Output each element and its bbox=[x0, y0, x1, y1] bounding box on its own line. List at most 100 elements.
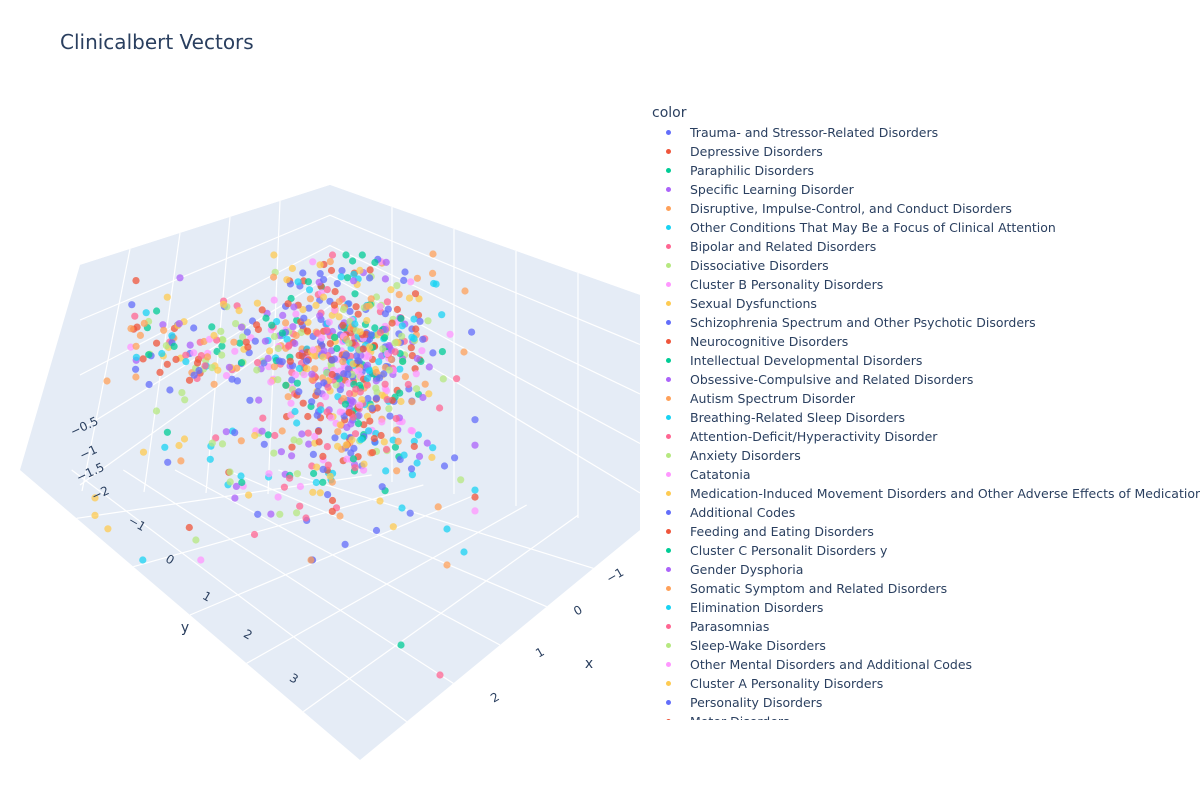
data-point[interactable] bbox=[314, 388, 322, 396]
data-point[interactable] bbox=[290, 303, 298, 311]
data-point[interactable] bbox=[233, 364, 241, 372]
data-point[interactable] bbox=[326, 340, 334, 348]
data-point[interactable] bbox=[208, 439, 216, 447]
legend-item[interactable]: Feeding and Eating Disorders bbox=[652, 522, 1200, 541]
data-point[interactable] bbox=[407, 426, 415, 435]
data-point[interactable] bbox=[328, 496, 337, 505]
data-point[interactable] bbox=[302, 514, 310, 522]
data-point[interactable] bbox=[280, 483, 288, 491]
data-point[interactable] bbox=[287, 294, 295, 303]
data-point[interactable] bbox=[366, 274, 374, 282]
data-point[interactable] bbox=[381, 380, 389, 388]
data-point[interactable] bbox=[271, 431, 279, 440]
data-point[interactable] bbox=[398, 504, 406, 512]
data-point[interactable] bbox=[410, 335, 418, 343]
data-point[interactable] bbox=[372, 526, 381, 535]
data-point[interactable] bbox=[282, 319, 290, 327]
data-point[interactable] bbox=[412, 385, 421, 393]
legend-item[interactable]: Sleep-Wake Disorders bbox=[652, 636, 1200, 655]
data-point[interactable] bbox=[336, 421, 344, 429]
data-point[interactable] bbox=[132, 342, 140, 350]
data-point[interactable] bbox=[378, 391, 386, 399]
data-point[interactable] bbox=[401, 373, 409, 381]
data-point[interactable] bbox=[288, 452, 296, 460]
data-point[interactable] bbox=[253, 366, 261, 374]
data-point[interactable] bbox=[104, 525, 112, 533]
data-point[interactable] bbox=[295, 364, 303, 373]
data-point[interactable] bbox=[203, 353, 212, 361]
data-point[interactable] bbox=[131, 312, 139, 320]
data-point[interactable] bbox=[295, 388, 303, 396]
data-point[interactable] bbox=[305, 304, 313, 312]
data-point[interactable] bbox=[226, 468, 234, 476]
data-point[interactable] bbox=[331, 288, 339, 296]
data-point[interactable] bbox=[168, 332, 176, 340]
data-point[interactable] bbox=[139, 556, 147, 564]
data-point[interactable] bbox=[343, 274, 352, 282]
data-point[interactable] bbox=[378, 483, 386, 491]
data-point[interactable] bbox=[400, 276, 408, 284]
legend-item[interactable]: Sexual Dysfunctions bbox=[652, 294, 1200, 313]
data-point[interactable] bbox=[366, 417, 374, 425]
data-point[interactable] bbox=[267, 510, 275, 518]
data-point[interactable] bbox=[253, 321, 261, 329]
legend-item[interactable]: Elimination Disorders bbox=[652, 598, 1200, 617]
legend-item[interactable]: Breathing-Related Sleep Disorders bbox=[652, 408, 1200, 427]
data-point[interactable] bbox=[142, 309, 150, 317]
data-point[interactable] bbox=[351, 430, 360, 438]
data-point[interactable] bbox=[354, 357, 362, 365]
data-point[interactable] bbox=[237, 323, 246, 331]
data-point[interactable] bbox=[382, 445, 391, 453]
data-point[interactable] bbox=[394, 437, 402, 445]
data-point[interactable] bbox=[316, 270, 324, 278]
legend-item[interactable]: Motor Disorders bbox=[652, 712, 1200, 720]
data-point[interactable] bbox=[127, 325, 135, 333]
data-point[interactable] bbox=[293, 419, 301, 427]
data-point[interactable] bbox=[352, 385, 360, 393]
data-point[interactable] bbox=[385, 405, 393, 413]
data-point[interactable] bbox=[210, 380, 218, 388]
data-point[interactable] bbox=[288, 376, 296, 384]
data-point[interactable] bbox=[340, 432, 348, 440]
data-point[interactable] bbox=[346, 390, 354, 398]
data-point[interactable] bbox=[128, 301, 136, 309]
data-point[interactable] bbox=[350, 444, 358, 452]
data-point[interactable] bbox=[316, 312, 324, 320]
data-point[interactable] bbox=[392, 426, 400, 434]
data-point[interactable] bbox=[331, 434, 339, 442]
data-point[interactable] bbox=[210, 331, 218, 340]
data-point[interactable] bbox=[342, 251, 350, 259]
data-point[interactable] bbox=[410, 442, 418, 450]
legend-item[interactable]: Paraphilic Disorders bbox=[652, 161, 1200, 180]
data-point[interactable] bbox=[343, 455, 351, 463]
data-point[interactable] bbox=[354, 310, 362, 318]
data-point[interactable] bbox=[337, 273, 345, 281]
data-point[interactable] bbox=[152, 407, 161, 415]
data-point[interactable] bbox=[407, 278, 415, 286]
data-point[interactable] bbox=[391, 348, 399, 356]
data-point[interactable] bbox=[319, 478, 327, 486]
data-point[interactable] bbox=[382, 467, 390, 475]
data-point[interactable] bbox=[284, 393, 292, 401]
data-point[interactable] bbox=[279, 311, 287, 319]
data-point[interactable] bbox=[132, 353, 140, 361]
data-point[interactable] bbox=[371, 324, 379, 332]
data-point[interactable] bbox=[365, 343, 374, 351]
data-point[interactable] bbox=[158, 349, 166, 358]
data-point[interactable] bbox=[292, 371, 300, 379]
data-point[interactable] bbox=[192, 536, 200, 544]
legend-item[interactable]: Catatonia bbox=[652, 465, 1200, 484]
data-point[interactable] bbox=[156, 368, 164, 376]
data-point[interactable] bbox=[312, 478, 320, 487]
data-point[interactable] bbox=[185, 376, 194, 384]
data-point[interactable] bbox=[336, 512, 344, 520]
data-point[interactable] bbox=[368, 404, 376, 412]
data-point[interactable] bbox=[367, 331, 375, 339]
data-point[interactable] bbox=[357, 436, 365, 444]
data-point[interactable] bbox=[460, 548, 468, 556]
data-point[interactable] bbox=[298, 430, 306, 438]
data-point[interactable] bbox=[471, 507, 479, 515]
data-point[interactable] bbox=[316, 489, 324, 497]
data-point[interactable] bbox=[166, 386, 174, 394]
data-point[interactable] bbox=[355, 411, 363, 420]
